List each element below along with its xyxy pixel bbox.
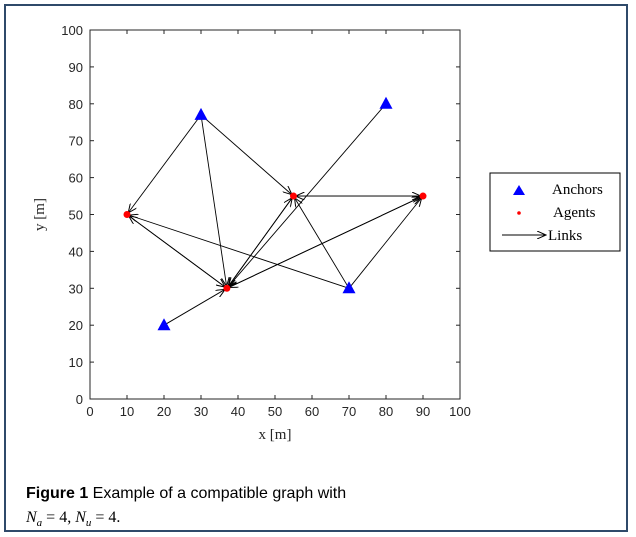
y-tick-label: 30 [69,281,83,296]
figure-caption: Figure 1 Example of a compatible graph w… [26,482,526,535]
link-arrow [129,216,228,289]
anchor-marker [194,107,208,120]
link-arrow [228,103,387,287]
link-arrow [128,114,202,213]
x-tick-label: 70 [342,404,356,419]
y-tick-label: 50 [69,208,83,223]
link-arrow [348,198,422,289]
caption-text: Example of a compatible graph with [88,485,347,502]
link-arrow [200,114,292,195]
y-tick-label: 100 [61,23,83,38]
x-tick-label: 100 [449,404,471,419]
x-tick-label: 90 [416,404,430,419]
x-tick-label: 20 [157,404,171,419]
plot-area [89,29,461,400]
x-axis-label: x [m] [259,427,292,443]
caption-label: Figure 1 [26,485,89,502]
legend-links-label: Links [548,228,582,244]
y-tick-label: 80 [69,97,83,112]
legend-agents-label: Agents [553,205,596,221]
figure-frame: 0 10 20 30 40 50 60 70 80 90 100 0 10 20 30 40 50 60 70 80 9… [4,4,628,532]
legend-anchors-marker [513,185,525,195]
x-tick-label: 60 [305,404,319,419]
link-arrow [226,197,421,289]
link-arrow [163,289,225,326]
agent-marker [123,211,131,218]
link-arrow [295,198,350,289]
y-tick-label: 90 [69,60,83,75]
x-tick-label: 40 [231,404,245,419]
legend-agents-marker [517,211,521,215]
link-arrow [200,114,227,286]
anchor-marker [157,318,171,331]
x-tick-label: 80 [379,404,393,419]
caption-math: Na = 4, Nu = 4. [26,509,121,530]
x-tick-label: 30 [194,404,208,419]
y-tick-label: 40 [69,244,83,259]
chart: 0 10 20 30 40 50 60 70 80 90 100 0 10 20 30 40 50 60 70 80 9… [32,23,621,443]
x-tick-label: 50 [268,404,282,419]
y-tick-label: 70 [69,134,83,149]
legend-anchors-label: Anchors [552,182,603,198]
x-tick-label: 0 [86,404,93,419]
anchor-marker [342,281,356,294]
y-tick-label: 20 [69,318,83,333]
y-tick-label: 0 [76,392,83,407]
link-arrow [226,198,292,289]
link-arrow [129,215,350,289]
agent-marker [290,192,297,200]
y-axis-label: y [m] [32,198,48,231]
agent-marker [419,192,427,200]
legend: Anchors Agents Links [489,172,621,252]
y-tick-label: 10 [69,355,83,370]
anchor-marker [379,96,393,109]
y-tick-label: 60 [69,171,83,186]
legend-box [489,172,621,252]
x-tick-label: 10 [120,404,134,419]
agent-marker [223,284,231,292]
